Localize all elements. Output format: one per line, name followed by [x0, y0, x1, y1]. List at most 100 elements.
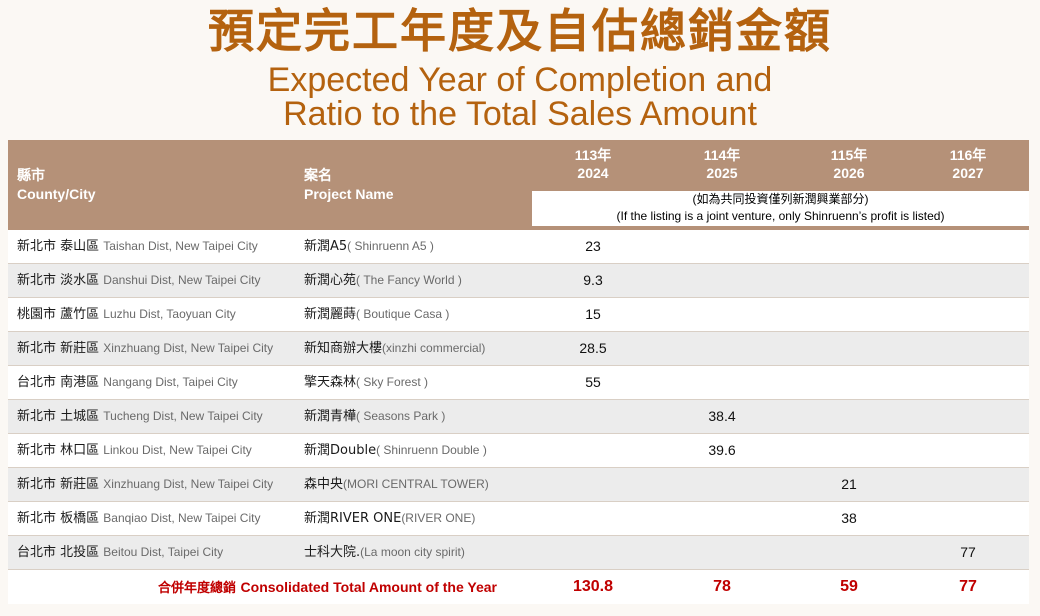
value-2024: 55 — [585, 374, 601, 390]
county-cell: 台北市 南港區 Nangang Dist, Taipei City — [17, 366, 238, 399]
project-en: ( Sky Forest ) — [356, 375, 429, 389]
total-2026: 59 — [840, 578, 858, 595]
header-county-en: County/City — [17, 186, 96, 202]
value-2025: 38.4 — [708, 408, 736, 424]
header-county-zh: 縣市 — [17, 167, 45, 183]
county-en: Beitou Dist, Taipei City — [103, 545, 224, 559]
value-2024: 9.3 — [583, 272, 603, 288]
table-body: 新北市 泰山區 Taishan Dist, New Taipei City 新潤… — [8, 230, 1029, 604]
header-year-2025: 114年 2025 — [672, 146, 772, 182]
header-year-roc: 113年 — [574, 147, 612, 163]
county-cell: 新北市 淡水區 Danshui Dist, New Taipei City — [17, 264, 260, 297]
project-cell: 新知商辦大樓(xinzhi commercial) — [304, 332, 485, 365]
project-zh: 新潤Double — [304, 443, 377, 458]
project-en: (RIVER ONE) — [401, 511, 476, 525]
project-cell: 新潤A5( Shinruenn A5 ) — [304, 230, 434, 263]
county-cell: 台北市 北投區 Beitou Dist, Taipei City — [17, 536, 223, 569]
value-2026: 21 — [841, 476, 857, 492]
total-label-zh: 合併年度總銷 — [158, 581, 237, 596]
table-row: 新北市 泰山區 Taishan Dist, New Taipei City 新潤… — [8, 230, 1029, 264]
project-cell: 新潤Double( Shinruenn Double ) — [304, 434, 487, 467]
project-zh: 新潤青樺 — [304, 409, 357, 424]
value-2026: 38 — [841, 510, 857, 526]
county-zh: 桃園市 蘆竹區 — [17, 307, 100, 322]
project-cell: 森中央(MORI CENTRAL TOWER) — [304, 468, 489, 501]
county-zh: 新北市 新莊區 — [17, 477, 100, 492]
county-en: Linkou Dist, New Taipei City — [103, 443, 252, 457]
value-2027: 77 — [960, 544, 976, 560]
project-en: (xinzhi commercial) — [382, 341, 486, 355]
county-zh: 新北市 板橋區 — [17, 511, 100, 526]
county-en: Xinzhuang Dist, New Taipei City — [103, 341, 274, 355]
county-zh: 台北市 南港區 — [17, 375, 100, 390]
county-zh: 台北市 北投區 — [17, 545, 100, 560]
project-zh: 新潤A5 — [304, 239, 348, 254]
total-row: 合併年度總銷 Consolidated Total Amount of the … — [8, 570, 1029, 604]
project-zh: 新知商辦大樓 — [304, 341, 383, 356]
project-en: ( Seasons Park ) — [356, 409, 446, 423]
project-zh: 森中央 — [304, 477, 344, 492]
joint-venture-note: (如為共同投資僅列新潤興業部分) (If the listing is a jo… — [532, 191, 1029, 226]
project-en: ( Boutique Casa ) — [356, 307, 450, 321]
total-2027: 77 — [959, 578, 977, 595]
project-cell: 新潤青樺( Seasons Park ) — [304, 400, 445, 433]
table-row: 新北市 林口區 Linkou Dist, New Taipei City 新潤D… — [8, 434, 1029, 468]
county-cell: 新北市 板橋區 Banqiao Dist, New Taipei City — [17, 502, 260, 535]
project-cell: 新潤心苑( The Fancy World ) — [304, 264, 462, 297]
county-cell: 新北市 土城區 Tucheng Dist, New Taipei City — [17, 400, 263, 433]
header-year-roc: 114年 — [703, 147, 741, 163]
county-zh: 新北市 土城區 — [17, 409, 100, 424]
table-row: 新北市 淡水區 Danshui Dist, New Taipei City 新潤… — [8, 264, 1029, 298]
county-en: Tucheng Dist, New Taipei City — [103, 409, 263, 423]
project-zh: 新潤RIVER ONE — [304, 511, 402, 526]
header-year-ad: 2026 — [833, 165, 865, 181]
project-en: (MORI CENTRAL TOWER) — [343, 477, 489, 491]
county-cell: 新北市 新莊區 Xinzhuang Dist, New Taipei City — [17, 468, 273, 501]
header-year-2024: 113年 2024 — [543, 146, 643, 182]
header-year-ad: 2025 — [706, 165, 738, 181]
total-label-en: Consolidated Total Amount of the Year — [240, 579, 497, 595]
county-cell: 新北市 泰山區 Taishan Dist, New Taipei City — [17, 230, 258, 263]
county-zh: 新北市 林口區 — [17, 443, 100, 458]
header-project: 案名 Project Name — [304, 166, 393, 204]
note-zh: (如為共同投資僅列新潤興業部分) — [692, 192, 869, 206]
header-year-ad: 2027 — [952, 165, 984, 181]
project-zh: 士科大院. — [304, 545, 361, 560]
table-row: 台北市 南港區 Nangang Dist, Taipei City 擎天森林( … — [8, 366, 1029, 400]
total-label: 合併年度總銷 Consolidated Total Amount of the … — [158, 570, 497, 606]
table-header: 縣市 County/City 案名 Project Name 113年 2024… — [8, 140, 1029, 230]
project-zh: 擎天森林 — [304, 375, 357, 390]
header-project-en: Project Name — [304, 186, 394, 202]
page-title-en-line1: Expected Year of Completion and — [267, 61, 773, 99]
value-2025: 39.6 — [708, 442, 736, 458]
header-project-zh: 案名 — [304, 167, 332, 183]
county-cell: 新北市 新莊區 Xinzhuang Dist, New Taipei City — [17, 332, 273, 365]
project-en: (La moon city spirit) — [360, 545, 465, 559]
header-county: 縣市 County/City — [17, 166, 96, 204]
page-title-en-line2: Ratio to the Total Sales Amount — [283, 95, 757, 133]
project-cell: 新潤RIVER ONE(RIVER ONE) — [304, 502, 475, 535]
value-2024: 23 — [585, 238, 601, 254]
project-en: ( Shinruenn A5 ) — [347, 239, 434, 253]
county-zh: 新北市 淡水區 — [17, 273, 100, 288]
county-en: Xinzhuang Dist, New Taipei City — [103, 477, 274, 491]
table-row: 桃園市 蘆竹區 Luzhu Dist, Taoyuan City 新潤麗蒔( B… — [8, 298, 1029, 332]
value-2024: 28.5 — [579, 340, 607, 356]
project-en: ( Shinruenn Double ) — [376, 443, 487, 457]
project-en: ( The Fancy World ) — [356, 273, 462, 287]
table-row: 新北市 新莊區 Xinzhuang Dist, New Taipei City … — [8, 468, 1029, 502]
page-title-zh: 預定完工年度及自估總銷金額 — [208, 4, 832, 58]
table-row: 新北市 新莊區 Xinzhuang Dist, New Taipei City … — [8, 332, 1029, 366]
county-cell: 桃園市 蘆竹區 Luzhu Dist, Taoyuan City — [17, 298, 236, 331]
county-en: Nangang Dist, Taipei City — [103, 375, 238, 389]
header-year-roc: 115年 — [830, 147, 868, 163]
project-cell: 擎天森林( Sky Forest ) — [304, 366, 428, 399]
header-year-2027: 116年 2027 — [918, 146, 1018, 182]
county-zh: 新北市 新莊區 — [17, 341, 100, 356]
county-cell: 新北市 林口區 Linkou Dist, New Taipei City — [17, 434, 252, 467]
header-year-ad: 2024 — [577, 165, 609, 181]
header-year-roc: 116年 — [949, 147, 987, 163]
project-zh: 新潤心苑 — [304, 273, 357, 288]
value-2024: 15 — [585, 306, 601, 322]
table-row: 新北市 土城區 Tucheng Dist, New Taipei City 新潤… — [8, 400, 1029, 434]
